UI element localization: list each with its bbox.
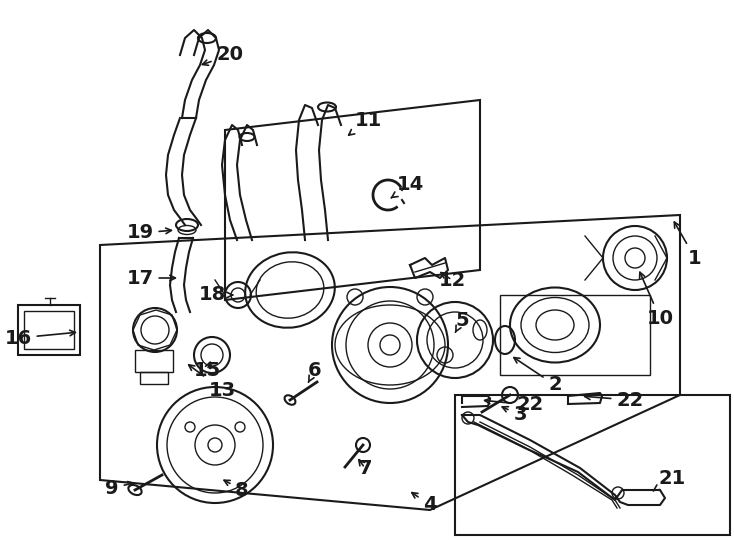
Text: 3: 3 xyxy=(502,406,527,424)
Text: 22: 22 xyxy=(484,395,544,415)
Text: 20: 20 xyxy=(203,45,244,65)
Text: 21: 21 xyxy=(653,469,686,491)
Text: 4: 4 xyxy=(412,492,437,515)
Text: 11: 11 xyxy=(349,111,382,135)
Text: 13: 13 xyxy=(189,365,236,400)
Text: 2: 2 xyxy=(514,357,562,395)
Text: 14: 14 xyxy=(391,176,424,198)
Text: 19: 19 xyxy=(126,224,171,242)
Text: 12: 12 xyxy=(438,271,465,289)
Text: 6: 6 xyxy=(308,361,321,382)
Text: 17: 17 xyxy=(126,268,175,287)
Text: 7: 7 xyxy=(358,458,371,477)
Text: 5: 5 xyxy=(455,310,469,332)
Text: 15: 15 xyxy=(193,361,221,380)
Text: 1: 1 xyxy=(675,222,702,267)
Text: 8: 8 xyxy=(224,480,249,500)
Text: 22: 22 xyxy=(584,390,644,409)
Text: 16: 16 xyxy=(4,328,76,348)
Text: 9: 9 xyxy=(105,478,134,497)
Text: 10: 10 xyxy=(639,272,674,327)
Text: 18: 18 xyxy=(198,286,233,305)
